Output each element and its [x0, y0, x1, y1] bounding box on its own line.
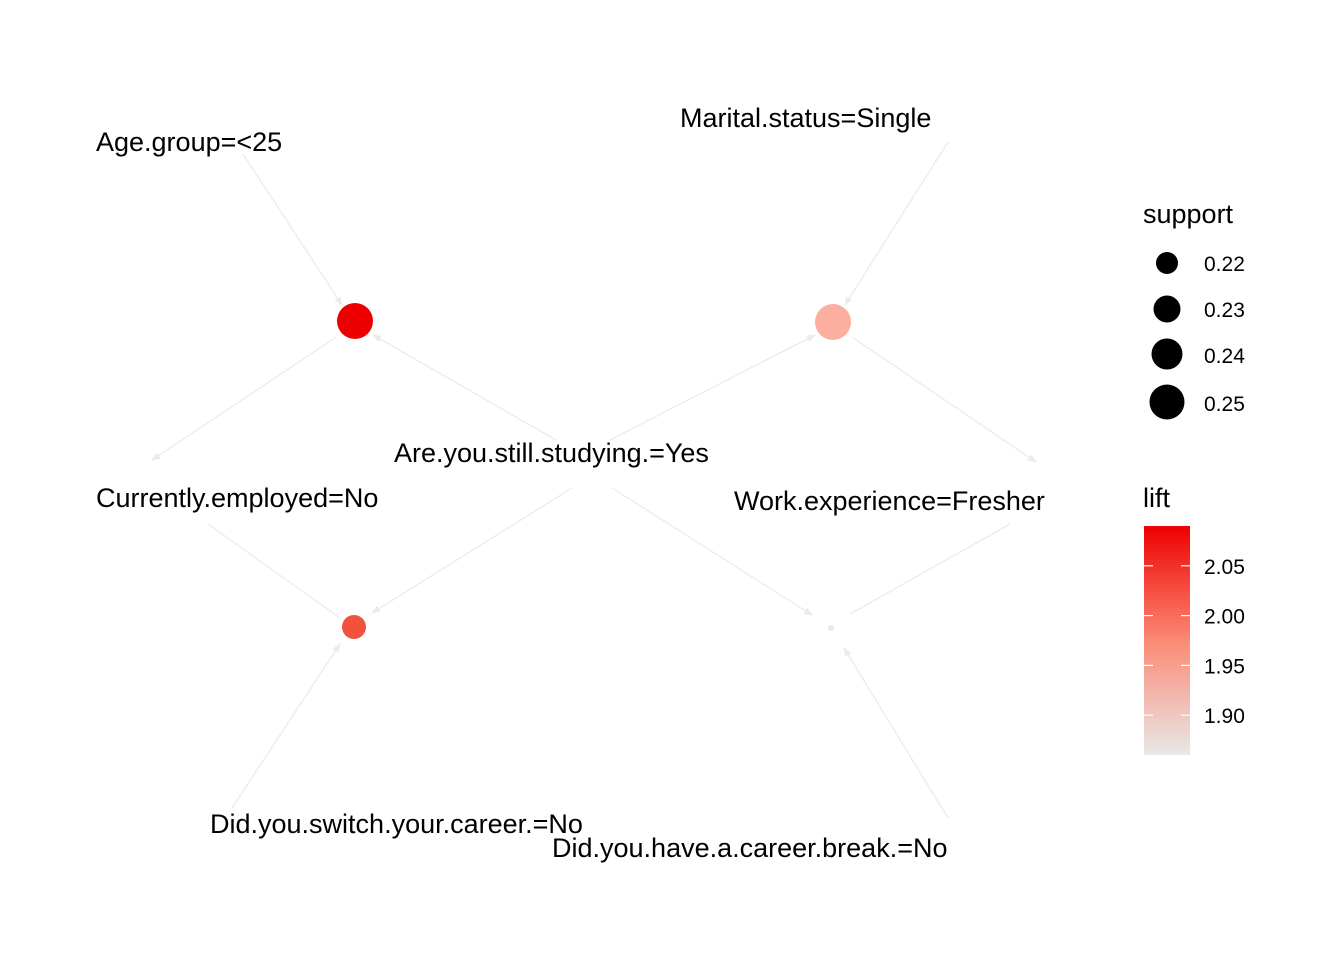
support-legend-label-0.23: 0.23	[1204, 299, 1245, 322]
item-label-currently-employed: Currently.employed=No	[96, 483, 378, 513]
lift-tick-label-1.90: 1.90	[1204, 705, 1245, 728]
lift-tick-label-2.00: 2.00	[1204, 606, 1245, 629]
edge-rule3-to-switch	[231, 643, 341, 809]
support-legend: support 0.22 0.23 0.24 0.25	[1143, 199, 1245, 420]
item-label-career-break: Did.you.have.a.career.break.=No	[552, 833, 947, 863]
edge-rule4-to-careerbreak	[843, 647, 949, 819]
edge-workexp-to-rule4	[849, 523, 1011, 615]
edge-studying-to-rule3	[371, 487, 573, 614]
edge-studying-to-rule4	[611, 487, 813, 616]
item-label-still-studying: Are.you.still.studying.=Yes	[394, 438, 709, 468]
edge-rule1-to-employed	[151, 336, 337, 461]
lift-colorbar-ticks: 2.05 2.00 1.95 1.90	[1144, 556, 1245, 728]
lift-legend-title: lift	[1143, 483, 1170, 513]
item-label-work-experience: Work.experience=Fresher	[734, 486, 1045, 516]
item-labels: Age.group=<25 Marital.status=Single Are.…	[96, 103, 1045, 863]
support-legend-dot-0.24	[1151, 338, 1183, 370]
rule-node-2	[815, 304, 851, 340]
support-legend-label-0.25: 0.25	[1204, 393, 1245, 416]
rule-nodes	[337, 303, 851, 639]
edge-studying-to-rule1	[372, 334, 557, 441]
item-label-marital-status: Marital.status=Single	[680, 103, 931, 133]
lift-colorbar	[1144, 526, 1190, 755]
edge-age-to-rule1	[242, 153, 343, 306]
edge-studying-to-rule2	[609, 334, 816, 441]
support-legend-dot-0.23	[1153, 295, 1181, 323]
support-legend-label-0.22: 0.22	[1204, 253, 1245, 276]
edge-employed-to-rule3	[207, 523, 341, 619]
support-legend-label-0.24: 0.24	[1204, 345, 1245, 368]
support-legend-dot-0.22	[1156, 252, 1178, 274]
rule-node-3	[342, 615, 366, 639]
edge-rule2-to-workexp	[851, 336, 1037, 463]
item-label-age-group: Age.group=<25	[96, 127, 282, 157]
item-label-switch-career: Did.you.switch.your.career.=No	[210, 809, 583, 839]
lift-legend: lift 2.05 2.00 1.95 1.90	[1143, 483, 1245, 755]
lift-tick-label-1.95: 1.95	[1204, 655, 1245, 678]
support-legend-title: support	[1143, 199, 1234, 229]
edge-marital-to-rule2	[844, 141, 949, 306]
rule-node-1	[337, 303, 373, 339]
edges	[151, 141, 1037, 819]
rule-node-4	[828, 625, 834, 631]
lift-tick-label-2.05: 2.05	[1204, 556, 1245, 579]
support-legend-dot-0.25	[1149, 384, 1185, 420]
